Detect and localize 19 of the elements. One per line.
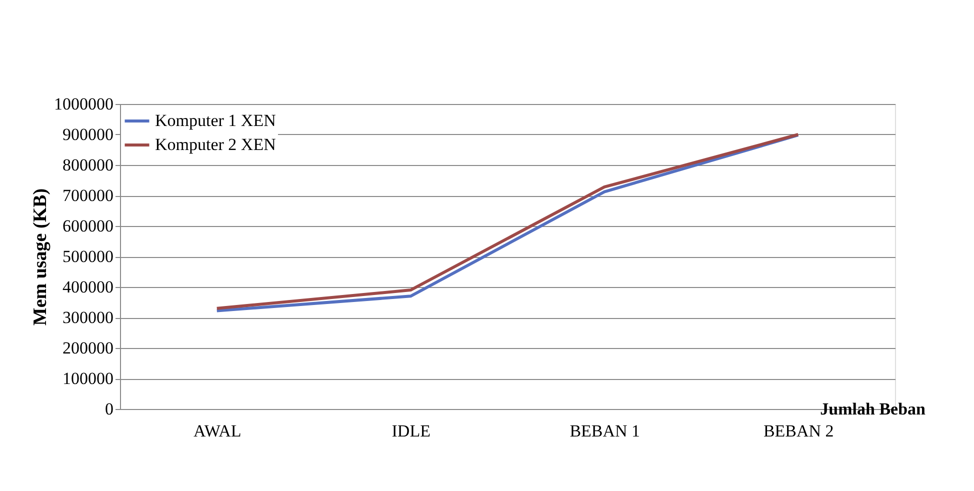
y-tick-label: 800000 <box>62 156 114 174</box>
x-tick-label: IDLE <box>392 422 430 440</box>
y-tick-label: 1000000 <box>54 94 114 114</box>
legend-label: Komputer 2 XEN <box>155 135 276 154</box>
x-tick-label: AWAL <box>194 422 242 440</box>
y-tick-label: 200000 <box>62 338 114 358</box>
x-axis-title: Jumlah Beban <box>820 400 926 418</box>
y-tick-label: 100000 <box>62 369 114 388</box>
y-tick-label: 600000 <box>62 216 114 236</box>
y-axis-title: Mem usage (KB) <box>30 188 51 326</box>
legend-label: Komputer 1 XEN <box>155 111 276 130</box>
y-tick-label: 700000 <box>62 186 114 205</box>
y-tick-label: 400000 <box>62 278 114 296</box>
x-tick-label: BEBAN 2 <box>763 422 834 440</box>
y-tick-label: 900000 <box>62 125 114 144</box>
y-tick-label: 500000 <box>62 247 114 266</box>
y-tick-label: 0 <box>105 400 114 418</box>
y-tick-label: 300000 <box>62 308 114 327</box>
x-tick-label: BEBAN 1 <box>570 422 640 440</box>
